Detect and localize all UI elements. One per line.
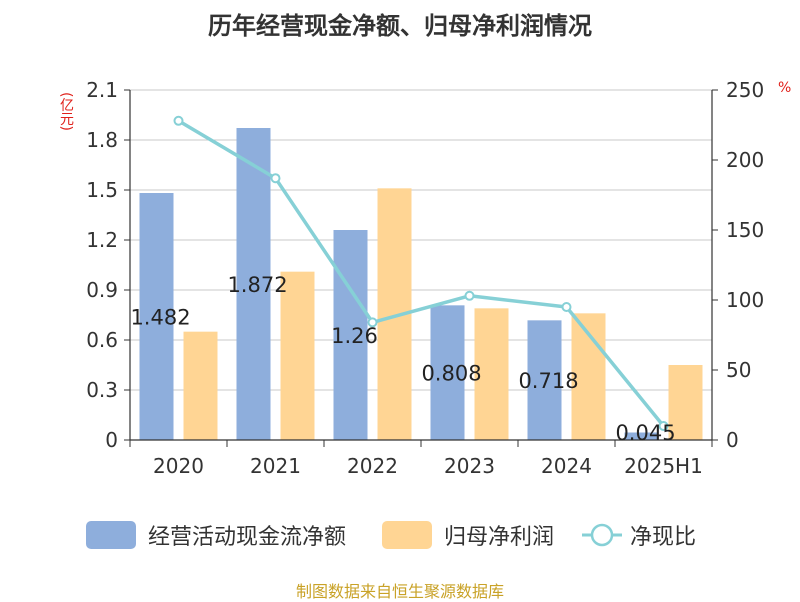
bar-cash-flow <box>430 305 465 440</box>
bar-net-profit <box>280 271 315 440</box>
x-tick-label: 2024 <box>541 454 592 478</box>
chart-title: 历年经营现金净额、归母净利润情况 <box>208 12 592 40</box>
left-tick-label: 1.8 <box>86 128 118 152</box>
legend-swatch-cash <box>86 521 136 549</box>
legend-item-ratio: 净现比 <box>582 520 696 550</box>
legend-item-profit: 归母净利润 <box>382 520 554 550</box>
right-tick-label: 250 <box>726 78 764 102</box>
legend-label-ratio: 净现比 <box>630 525 697 550</box>
bar-cash-flow <box>624 432 659 440</box>
legend-label-cash: 经营活动现金流净额 <box>148 525 347 550</box>
legend-item-cash: 经营活动现金流净额 <box>86 520 346 550</box>
left-tick-label: 1.5 <box>86 178 118 202</box>
x-tick-label: 2020 <box>153 454 204 478</box>
ratio-point <box>367 317 378 328</box>
bar-net-profit <box>668 365 703 440</box>
left-tick-label: 0.6 <box>86 328 118 352</box>
right-tick-label: 50 <box>726 358 751 382</box>
left-tick-label: 1.2 <box>86 228 118 252</box>
legend-label-profit: 归母净利润 <box>444 525 555 550</box>
left-axis-unit: (亿元) <box>58 92 74 131</box>
ratio-point <box>561 302 572 312</box>
left-tick-label: 2.1 <box>86 78 118 102</box>
x-tick-label: 2025H1 <box>624 454 703 478</box>
bar-data-label: 1.872 <box>227 273 287 297</box>
bar-cash-flow <box>333 230 368 440</box>
right-tick-label: 150 <box>726 218 764 242</box>
bar-data-label: 0.718 <box>518 369 578 393</box>
right-tick-label: 200 <box>726 148 764 172</box>
ratio-line <box>177 119 665 428</box>
bar-cash-flow <box>236 128 271 440</box>
left-tick-label: 0.3 <box>86 378 118 402</box>
left-tick-label: 0.9 <box>86 278 118 302</box>
ratio-point <box>464 290 475 301</box>
bar-cash-flow <box>139 193 174 440</box>
legend-line-marker <box>582 523 622 547</box>
bar-net-profit <box>474 308 509 440</box>
bar-data-label: 0.808 <box>421 362 481 386</box>
ratio-point <box>270 173 281 184</box>
left-tick-label: 0 <box>105 428 118 452</box>
x-tick-label: 2023 <box>444 454 495 478</box>
bar-data-label: 1.482 <box>130 306 190 330</box>
bar-data-label: 1.26 <box>331 324 378 348</box>
ratio-point <box>173 115 184 126</box>
right-tick-label: 100 <box>726 288 764 312</box>
bar-net-profit <box>183 331 218 440</box>
legend: 经营活动现金流净额 归母净利润 净现比 <box>0 520 800 550</box>
x-tick-label: 2022 <box>347 454 398 478</box>
bar-data-label: 0.045 <box>615 421 675 445</box>
bar-cash-flow <box>527 320 562 440</box>
source-note: 制图数据来自恒生聚源数据库 <box>295 582 504 601</box>
legend-swatch-profit <box>382 521 432 549</box>
x-tick-label: 2021 <box>250 454 301 478</box>
right-tick-label: 0 <box>726 428 739 452</box>
ratio-point <box>658 421 669 431</box>
right-axis-unit: % <box>778 80 792 96</box>
